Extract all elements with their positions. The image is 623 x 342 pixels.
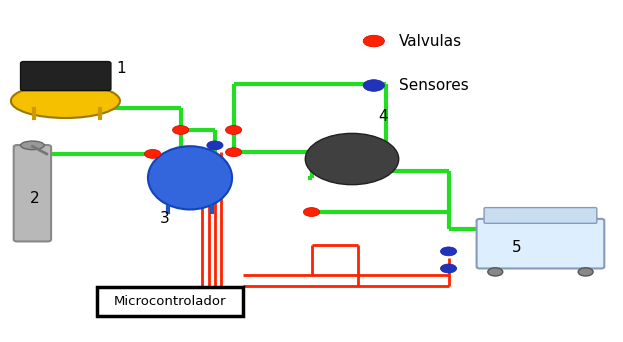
Circle shape: [578, 268, 593, 276]
FancyBboxPatch shape: [21, 62, 111, 91]
Circle shape: [207, 141, 223, 150]
Circle shape: [488, 268, 503, 276]
FancyBboxPatch shape: [14, 145, 51, 241]
Circle shape: [363, 35, 384, 47]
Circle shape: [226, 126, 242, 134]
Text: Valvulas: Valvulas: [399, 34, 462, 49]
Circle shape: [173, 126, 189, 134]
Circle shape: [305, 133, 399, 185]
Text: Microcontrolador: Microcontrolador: [113, 295, 226, 308]
Circle shape: [363, 80, 384, 91]
Text: 1: 1: [117, 61, 126, 76]
Text: 4: 4: [378, 109, 388, 124]
Ellipse shape: [11, 84, 120, 118]
Text: 5: 5: [512, 240, 522, 255]
FancyBboxPatch shape: [484, 208, 597, 223]
Text: Sensores: Sensores: [399, 78, 468, 93]
Ellipse shape: [148, 146, 232, 209]
FancyBboxPatch shape: [477, 219, 604, 268]
Circle shape: [440, 247, 457, 256]
Text: 3: 3: [160, 211, 170, 226]
Circle shape: [440, 264, 457, 273]
FancyBboxPatch shape: [97, 287, 243, 316]
Ellipse shape: [21, 141, 44, 150]
Circle shape: [226, 148, 242, 157]
Circle shape: [145, 149, 161, 158]
Circle shape: [303, 208, 320, 216]
Text: 2: 2: [29, 191, 39, 206]
